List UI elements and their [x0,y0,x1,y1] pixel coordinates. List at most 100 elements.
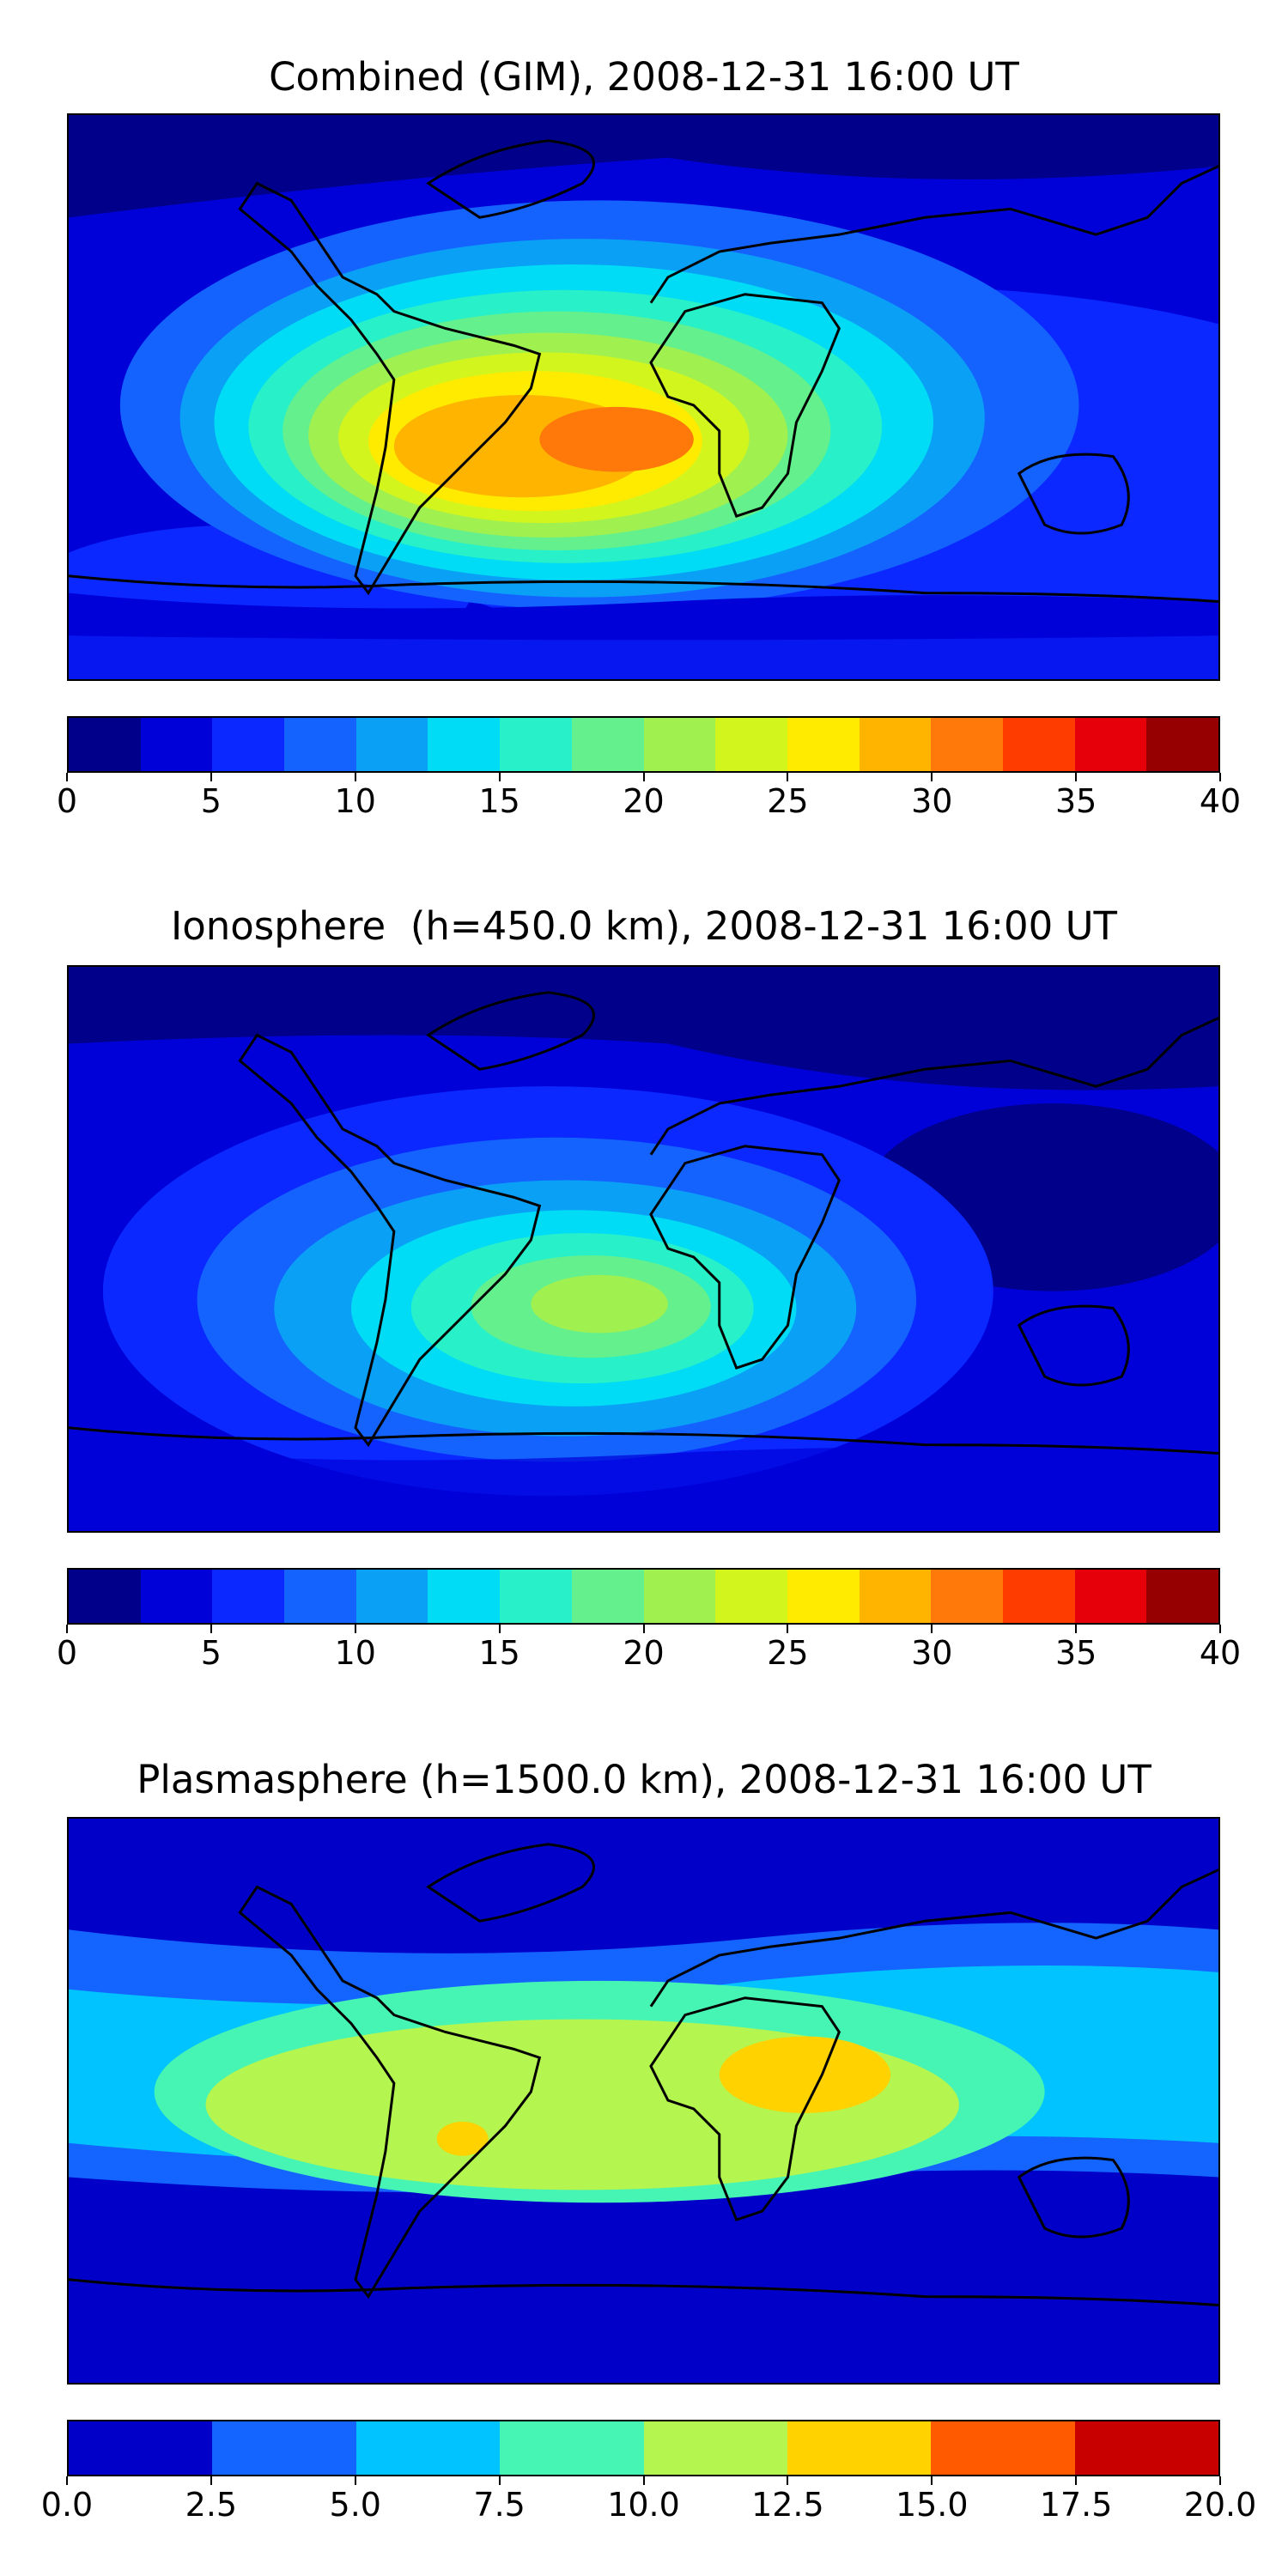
tec-map-plasmasphere [67,1817,1220,2385]
colorbar-segment [69,2421,213,2475]
colorbar-segment [500,2421,644,2475]
tick-label: 25 [767,782,809,820]
colorbar-segment [931,1570,1003,1623]
tick-mark [498,1625,501,1633]
tick-label: 20 [623,1634,665,1672]
colorbar-segment [859,718,932,771]
colorbar-segment [571,718,644,771]
tick-mark [1219,1625,1221,1633]
tick-label: 0 [56,782,78,820]
map-title: Plasmasphere (h=1500.0 km), 2008-12-31 1… [137,1757,1151,1802]
colorbar-segment [355,2421,501,2475]
colorbar-segment [787,1570,860,1623]
colorbar-segment [715,1570,787,1623]
tick-mark [931,2476,933,2485]
colorbar-segment [643,1570,716,1623]
colorbar-segment [1146,1570,1218,1623]
tick-label: 40 [1199,1634,1242,1672]
tick-label: 0 [56,1634,78,1672]
colorbar-segment [1146,718,1218,771]
tick-label: 35 [1054,1634,1097,1672]
tick-label: 7.5 [473,2486,526,2524]
tick-mark [498,773,501,781]
tick-mark [1075,773,1078,781]
tick-label: 30 [911,782,953,820]
tick-mark [1219,773,1221,781]
tick-label: 40 [1199,782,1242,820]
tick-mark [210,1625,212,1633]
colorbar-segment [859,1570,932,1623]
tick-label: 15 [478,1634,520,1672]
tick-mark [354,2476,356,2485]
tick-mark [210,2476,212,2485]
tick-mark [66,773,68,781]
tec-map-combined [67,113,1220,681]
tick-label: 30 [911,1634,953,1672]
colorbar-segment [787,718,860,771]
colorbar-segment [284,718,356,771]
colorbar-segment [1002,1570,1075,1623]
map-title: Combined (GIM), 2008-12-31 16:00 UT [269,54,1019,100]
tick-mark [354,1625,356,1633]
tick-mark [642,773,645,781]
tick-label: 20 [623,782,665,820]
colorbar-segment [787,2421,932,2475]
colorbar-segment [69,1570,141,1623]
tick-mark [787,2476,789,2485]
tick-mark [354,773,356,781]
tick-label: 10 [334,782,376,820]
colorbar-segment [1074,2421,1218,2475]
map-title: Ionosphere (h=450.0 km), 2008-12-31 16:0… [170,903,1118,949]
tick-label: 10.0 [607,2486,680,2524]
tick-mark [498,2476,501,2485]
tec-map-ionosphere [67,965,1220,1533]
tick-label: 0.0 [40,2486,94,2524]
colorbar-segment [931,2421,1075,2475]
tick-label: 15.0 [895,2486,969,2524]
colorbar-segment [643,2421,787,2475]
colorbar-segment [500,1570,572,1623]
tick-label: 17.5 [1039,2486,1113,2524]
colorbar [67,1568,1220,1625]
tick-mark [210,773,212,781]
tick-mark [1219,2476,1221,2485]
colorbar-segment [140,718,213,771]
tick-mark [931,773,933,781]
tick-label: 25 [767,1634,809,1672]
tick-label: 35 [1054,782,1097,820]
colorbar-segment [428,718,501,771]
tick-label: 5.0 [329,2486,381,2524]
colorbar-segment [355,718,428,771]
tick-mark [787,1625,789,1633]
colorbar-segment [355,1570,428,1623]
colorbar-segment [69,718,141,771]
tick-label: 2.5 [185,2486,238,2524]
colorbar-ticks: 0 5 10 15 20 25 30 35 40 [57,1625,1241,1676]
tick-mark [787,773,789,781]
colorbar [67,2420,1220,2476]
colorbar-segment [500,718,572,771]
tick-label: 5 [200,1634,222,1672]
tick-mark [66,2476,68,2485]
tick-mark [642,1625,645,1633]
colorbar [67,716,1220,773]
colorbar-ticks: 0 5 10 15 20 25 30 35 40 [57,773,1241,824]
tick-label: 5 [200,782,222,820]
colorbar-segment [212,718,285,771]
tick-mark [931,1625,933,1633]
tick-label: 15 [478,782,520,820]
colorbar-segment [931,718,1003,771]
colorbar-segment [1074,718,1147,771]
tick-label: 12.5 [751,2486,824,2524]
tick-label: 20.0 [1183,2486,1257,2524]
colorbar-segment [571,1570,644,1623]
colorbar-segment [212,2421,356,2475]
tick-mark [66,1625,68,1633]
tick-mark [1075,1625,1078,1633]
colorbar-segment [140,1570,213,1623]
colorbar-ticks: 0.0 2.5 5.0 7.5 10.0 12.5 15.0 17.5 20.0 [41,2476,1256,2528]
colorbar-segment [643,718,716,771]
colorbar-segment [1002,718,1075,771]
tick-mark [1075,2476,1078,2485]
colorbar-segment [284,1570,356,1623]
